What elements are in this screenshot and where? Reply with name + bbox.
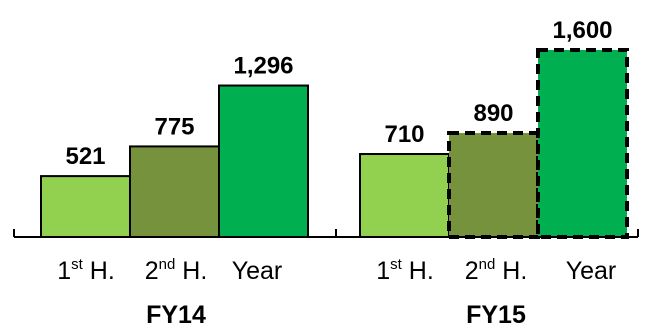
bars-layer bbox=[40, 48, 629, 239]
bar-fy14-1 bbox=[129, 145, 220, 238]
bar-fy15-1 bbox=[447, 130, 540, 239]
category-label: 1st H. bbox=[376, 256, 434, 285]
data-label: 521 bbox=[65, 143, 105, 170]
bar-fy14-0 bbox=[40, 175, 131, 238]
data-label: 775 bbox=[154, 113, 194, 140]
category-label: 1st H. bbox=[57, 256, 115, 285]
data-label: 1,296 bbox=[233, 53, 293, 80]
category-label: Year bbox=[232, 257, 283, 285]
category-label: Year bbox=[566, 257, 617, 285]
labels-layer: 521 1st H. 775 2nd H. 1,296 Year FY14 710 1st H.… bbox=[57, 17, 616, 329]
bar-fy14-2 bbox=[218, 84, 309, 238]
data-label: 890 bbox=[473, 100, 513, 127]
group-label: FY15 bbox=[466, 301, 526, 329]
category-label: 2nd H. bbox=[465, 256, 528, 285]
data-label: 1,600 bbox=[552, 17, 612, 44]
data-label: 710 bbox=[384, 121, 424, 148]
bar-fy15-0 bbox=[359, 153, 450, 238]
category-label: 2nd H. bbox=[145, 256, 208, 285]
bar-fy15-2 bbox=[536, 48, 629, 239]
axis-layer bbox=[13, 229, 639, 238]
group-label: FY14 bbox=[146, 301, 206, 329]
